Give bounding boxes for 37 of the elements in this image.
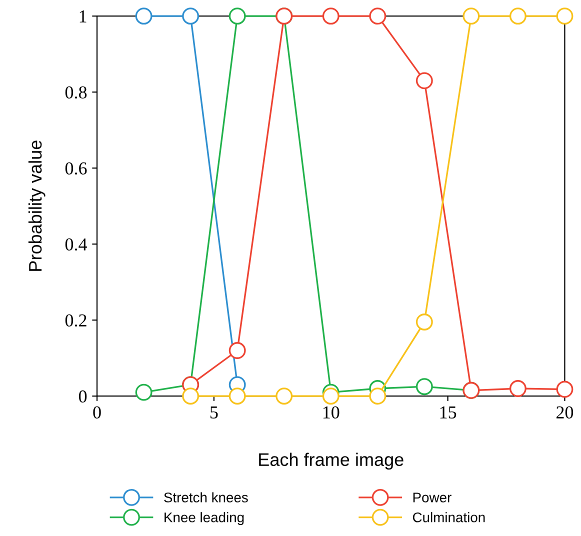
legend-label: Power <box>413 492 452 502</box>
point <box>416 72 433 90</box>
legend-label: Knee leading <box>164 512 244 526</box>
x-axis-title: Each frame image <box>259 452 404 470</box>
x-tick-label: 15 <box>440 406 456 419</box>
point <box>322 388 340 405</box>
y-tick-label: 0.8 <box>65 86 87 99</box>
y-tick-label: 1 <box>80 10 86 22</box>
legend-label: Culmination <box>412 512 485 522</box>
point <box>135 384 152 401</box>
point <box>276 388 293 405</box>
y-axis-title: Probability value <box>28 140 46 271</box>
y-tick-label: 0.4 <box>65 238 88 251</box>
point <box>228 342 246 359</box>
x-tick-label: 5 <box>210 406 218 419</box>
y-tick-label: 0.6 <box>65 162 87 175</box>
x-tick-label: 20 <box>556 406 574 419</box>
point <box>369 388 386 405</box>
point <box>182 388 200 405</box>
y-tick-label: 0.2 <box>65 314 86 327</box>
point <box>556 8 574 25</box>
legend-label: Stretch knees <box>164 492 248 502</box>
point <box>135 8 152 25</box>
x-tick-label: 0 <box>93 406 101 419</box>
point <box>416 378 433 396</box>
point <box>509 380 526 397</box>
point <box>462 8 480 25</box>
x-tick-label: 10 <box>323 406 340 419</box>
point <box>228 8 246 25</box>
point <box>509 8 526 25</box>
point <box>228 388 246 405</box>
y-tick-label: 0 <box>78 390 87 403</box>
point <box>416 314 433 330</box>
point <box>322 8 340 25</box>
point <box>369 8 386 25</box>
point <box>182 8 200 25</box>
point <box>556 380 574 398</box>
